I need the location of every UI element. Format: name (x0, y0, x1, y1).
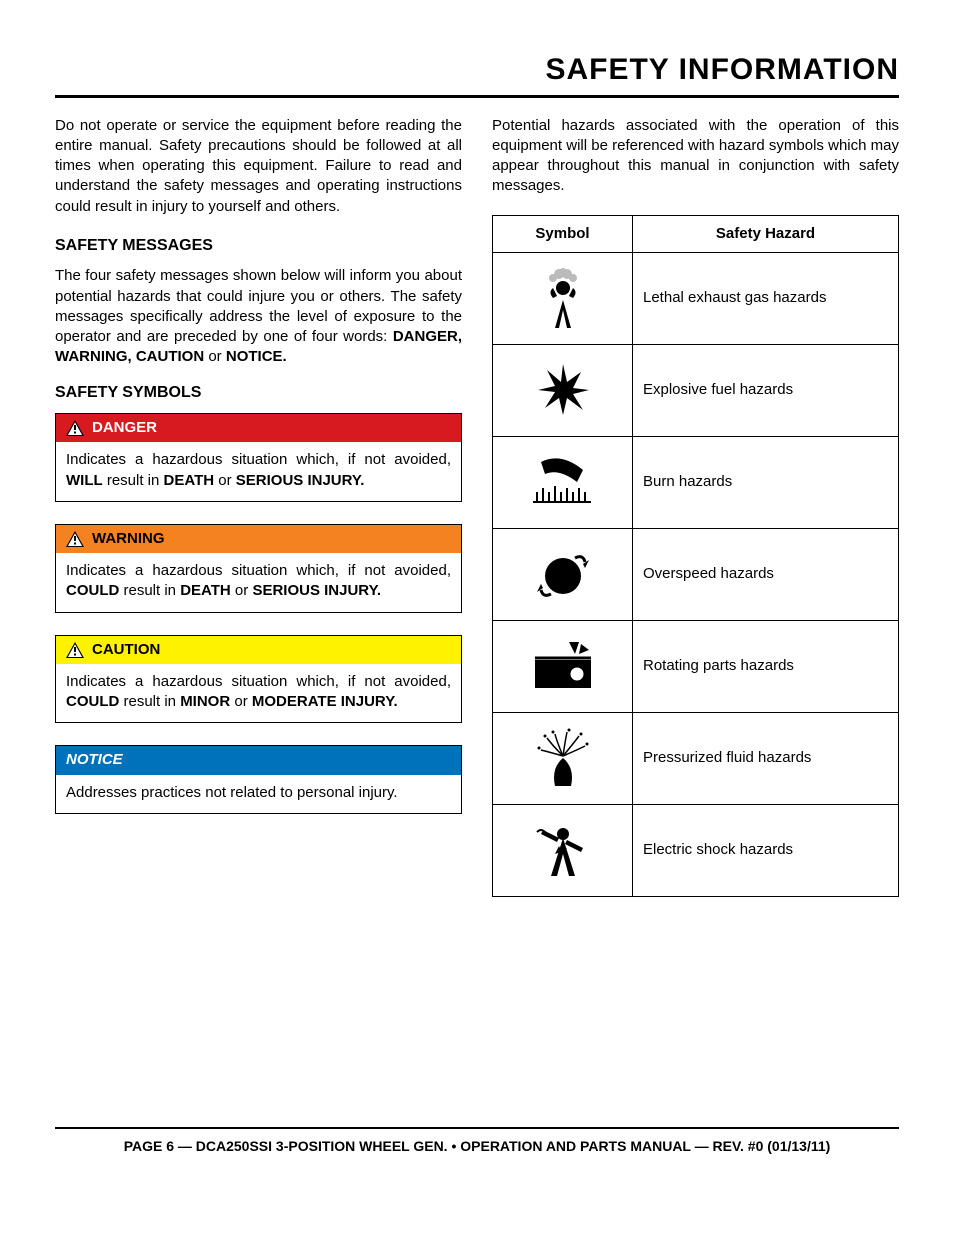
hazard-th-symbol: Symbol (493, 215, 633, 252)
safety-messages-heading: SAFETY MESSAGES (55, 235, 462, 257)
table-row: Burn hazards (493, 436, 899, 528)
caution-body: Indicates a hazardous situation which, i… (56, 664, 461, 723)
page-footer: PAGE 6 — DCA250SSI 3-POSITION WHEEL GEN.… (55, 1137, 899, 1156)
hazard-label: Overspeed hazards (633, 528, 899, 620)
table-row: Electric shock hazards (493, 804, 899, 896)
warning-body-6: SERIOUS INJURY. (252, 582, 381, 599)
warning-body-5: or (231, 582, 253, 599)
title-rule (55, 95, 899, 98)
warning-body-2: COULD (66, 582, 119, 599)
table-row: Pressurized fluid hazards (493, 712, 899, 804)
danger-label: DANGER (92, 418, 157, 438)
exhaust-gas-icon (528, 263, 598, 333)
table-row: Lethal exhaust gas hazards (493, 252, 899, 344)
msg-body-3: or (204, 348, 226, 365)
table-row: Overspeed hazards (493, 528, 899, 620)
hazard-label: Electric shock hazards (633, 804, 899, 896)
alert-triangle-icon (66, 642, 84, 658)
caution-body-5: or (230, 693, 252, 710)
hazard-label: Burn hazards (633, 436, 899, 528)
danger-body-3: result in (103, 472, 164, 489)
overspeed-icon (528, 539, 598, 609)
alert-triangle-icon (66, 531, 84, 547)
left-column: Do not operate or service the equipment … (55, 116, 462, 897)
hazard-label: Rotating parts hazards (633, 620, 899, 712)
caution-body-1: Indicates a hazardous situation which, i… (66, 673, 451, 690)
right-column: Potential hazards associated with the op… (492, 116, 899, 897)
safety-messages-body: The four safety messages shown below wil… (55, 266, 462, 367)
notice-label: NOTICE (66, 751, 123, 768)
caution-body-3: result in (119, 693, 180, 710)
right-intro: Potential hazards associated with the op… (492, 116, 899, 197)
page-title: SAFETY INFORMATION (55, 50, 899, 91)
notice-body: Addresses practices not related to perso… (56, 775, 461, 813)
danger-callout: DANGER Indicates a hazardous situation w… (55, 413, 462, 502)
danger-body-6: SERIOUS INJURY. (236, 472, 365, 489)
caution-callout: CAUTION Indicates a hazardous situation … (55, 635, 462, 724)
electric-shock-icon (528, 815, 598, 885)
warning-callout: WARNING Indicates a hazardous situation … (55, 524, 462, 613)
msg-body-4: NOTICE. (226, 348, 287, 365)
alert-triangle-icon (66, 420, 84, 436)
notice-header: NOTICE (56, 746, 461, 774)
hazard-label: Pressurized fluid hazards (633, 712, 899, 804)
danger-body: Indicates a hazardous situation which, i… (56, 442, 461, 501)
danger-body-2: WILL (66, 472, 103, 489)
two-column-layout: Do not operate or service the equipment … (55, 116, 899, 897)
rotating-parts-icon (528, 631, 598, 701)
hazard-table: Symbol Safety Hazard (492, 215, 899, 897)
table-row: Explosive fuel hazards (493, 344, 899, 436)
explosion-icon (528, 355, 598, 425)
danger-body-4: DEATH (164, 472, 215, 489)
hazard-label: Lethal exhaust gas hazards (633, 252, 899, 344)
caution-body-2: COULD (66, 693, 119, 710)
caution-header: CAUTION (56, 636, 461, 664)
danger-header: DANGER (56, 414, 461, 442)
warning-body-1: Indicates a hazardous situation which, i… (66, 562, 451, 579)
intro-paragraph: Do not operate or service the equipment … (55, 116, 462, 217)
safety-symbols-heading: SAFETY SYMBOLS (55, 382, 462, 404)
hazard-label: Explosive fuel hazards (633, 344, 899, 436)
warning-body: Indicates a hazardous situation which, i… (56, 553, 461, 612)
warning-label: WARNING (92, 529, 165, 549)
danger-body-5: or (214, 472, 236, 489)
warning-header: WARNING (56, 525, 461, 553)
burn-icon (528, 447, 598, 517)
warning-body-4: DEATH (180, 582, 231, 599)
footer-rule (55, 1127, 899, 1129)
caution-label: CAUTION (92, 640, 160, 660)
notice-callout: NOTICE Addresses practices not related t… (55, 745, 462, 814)
warning-body-3: result in (119, 582, 180, 599)
hazard-th-hazard: Safety Hazard (633, 215, 899, 252)
danger-body-1: Indicates a hazardous situation which, i… (66, 451, 451, 468)
caution-body-6: MODERATE INJURY. (252, 693, 398, 710)
pressurized-fluid-icon (528, 723, 598, 793)
caution-body-4: MINOR (180, 693, 230, 710)
table-row: Rotating parts hazards (493, 620, 899, 712)
